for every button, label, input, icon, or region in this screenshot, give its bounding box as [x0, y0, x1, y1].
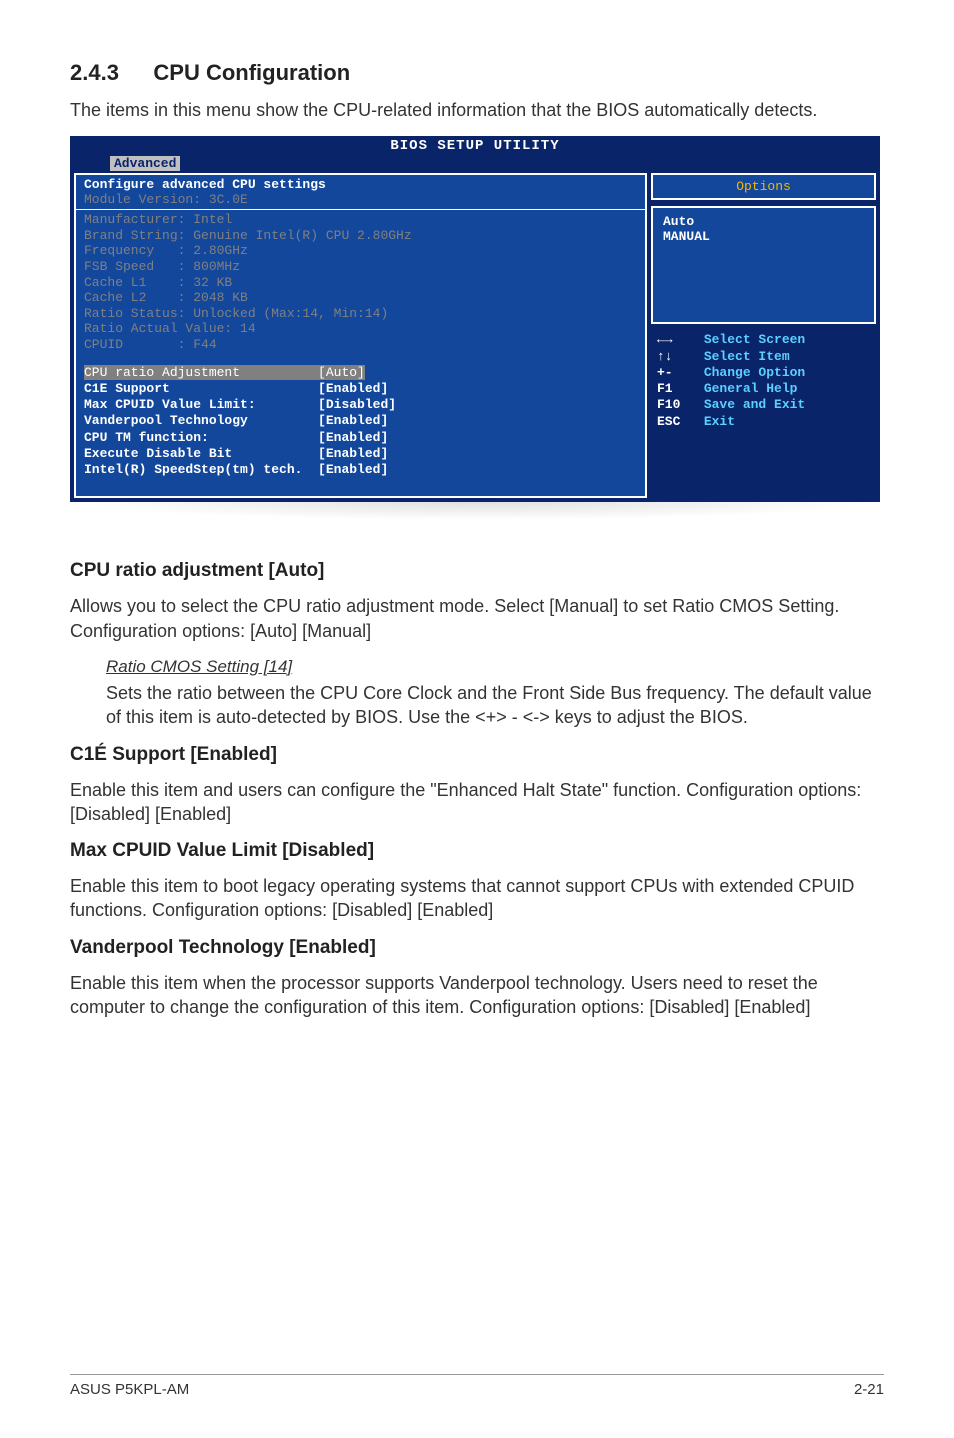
heading-cpu-ratio: CPU ratio adjustment [Auto]	[70, 560, 884, 582]
heading-max-cpuid: Max CPUID Value Limit [Disabled]	[70, 840, 884, 862]
text-vanderpool: Enable this item when the processor supp…	[70, 971, 884, 1020]
bios-right-panel: Options Auto MANUAL ←→ Select Screen ↑↓ …	[651, 173, 876, 498]
bios-left-panel: Configure advanced CPU settings Module V…	[74, 173, 647, 498]
heading-c1e: C1É Support [Enabled]	[70, 744, 884, 766]
page-footer: ASUS P5KPL-AM 2-21	[70, 1374, 884, 1398]
text-max-cpuid: Enable this item to boot legacy operatin…	[70, 874, 884, 923]
bios-left-header: Configure advanced CPU settings	[76, 175, 645, 192]
bios-shadow	[70, 502, 880, 520]
bios-tab-advanced[interactable]: Advanced	[110, 156, 180, 171]
bios-screenshot: BIOS SETUP UTILITY Advanced Configure ad…	[70, 136, 880, 520]
text-c1e: Enable this item and users can configure…	[70, 778, 884, 827]
subsection-ratio-cmos: Ratio CMOS Setting [14] Sets the ratio b…	[106, 657, 884, 730]
bios-nav-hints: ←→ Select Screen ↑↓ Select Item +- Chang…	[651, 324, 876, 438]
bios-options-header: Options	[651, 173, 876, 200]
bios-settings-list: CPU ratio Adjustment [Auto] C1E Support …	[76, 361, 645, 497]
text-cpu-ratio: Allows you to select the CPU ratio adjus…	[70, 594, 884, 643]
intro-paragraph: The items in this menu show the CPU-rela…	[70, 98, 884, 122]
bios-tab-row: Advanced	[70, 156, 880, 173]
bios-cpu-info: Manufacturer: Intel Brand String: Genuin…	[76, 210, 645, 360]
footer-right: 2-21	[854, 1381, 884, 1398]
section-title: CPU Configuration	[153, 60, 350, 86]
bios-options-values: Auto MANUAL	[651, 206, 876, 324]
heading-vanderpool: Vanderpool Technology [Enabled]	[70, 937, 884, 959]
section-heading: 2.4.3 CPU Configuration	[70, 60, 884, 86]
section-number: 2.4.3	[70, 60, 119, 85]
subheading-ratio-cmos: Ratio CMOS Setting [14]	[106, 657, 884, 677]
text-ratio-cmos: Sets the ratio between the CPU Core Cloc…	[106, 681, 884, 730]
footer-left: ASUS P5KPL-AM	[70, 1381, 189, 1398]
bios-title-bar: BIOS SETUP UTILITY	[70, 136, 880, 156]
bios-left-subheader: Module Version: 3C.0E	[76, 192, 645, 210]
